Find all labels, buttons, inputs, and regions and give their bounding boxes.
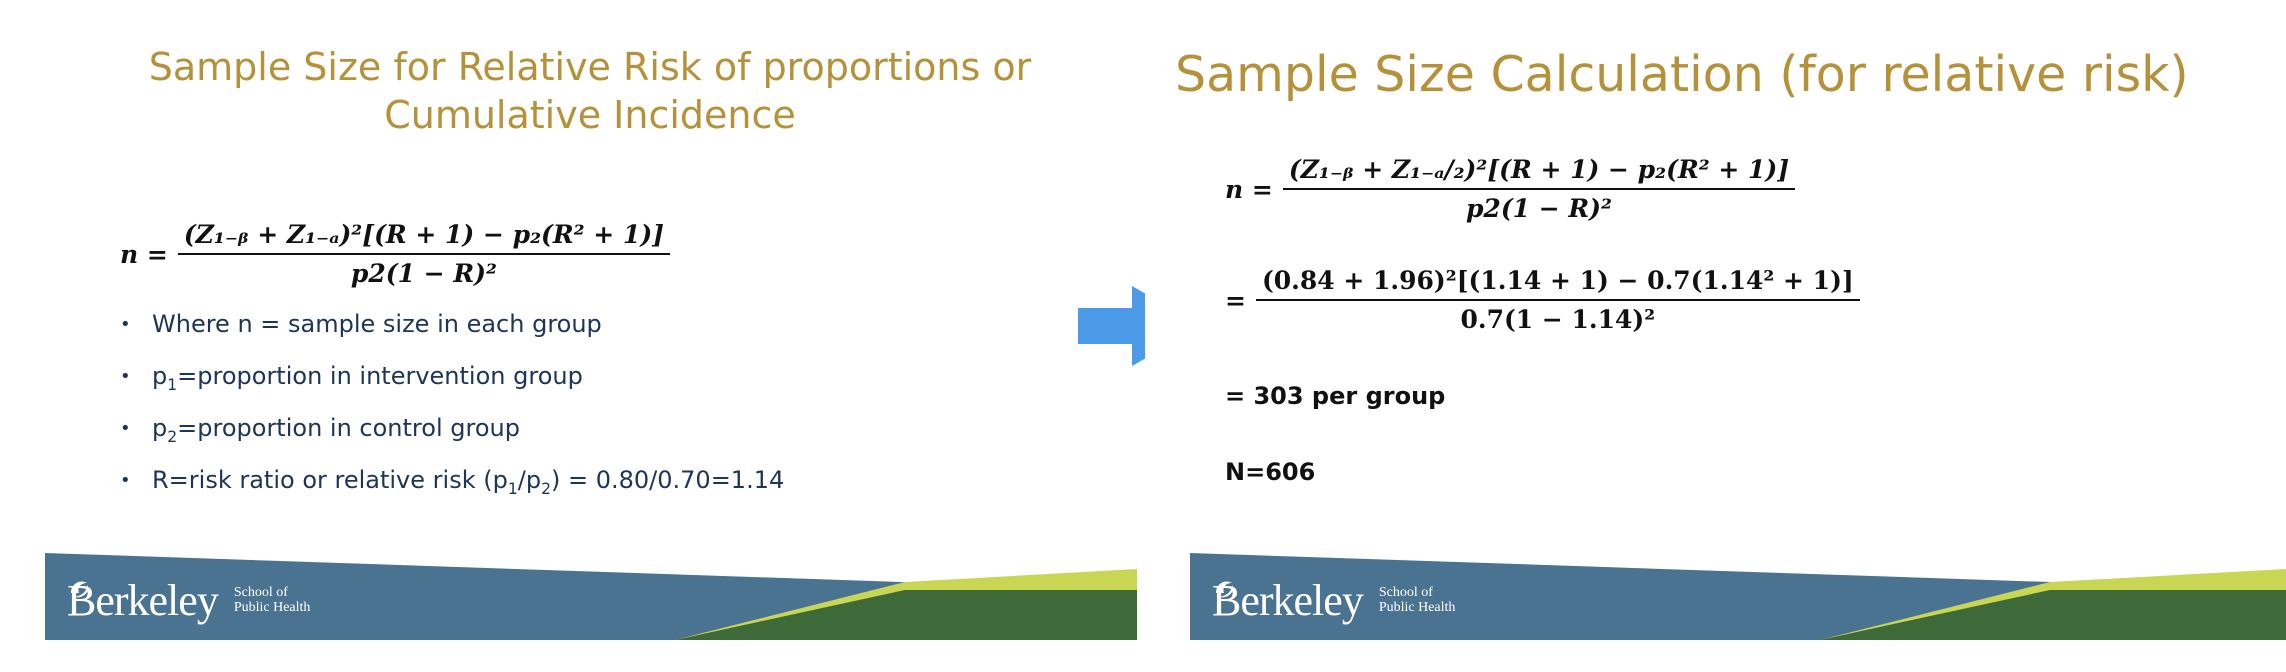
formula-numerator: (0.84 + 1.96)²[(1.14 + 1) − 0.7(1.14² + …: [1255, 266, 1860, 301]
bullet-text: Where n = sample size in each group: [152, 310, 602, 338]
school-logo: School of Public Health: [1216, 581, 1456, 615]
school-line1: School of: [1378, 584, 1433, 600]
definition-list: Where n = sample size in each group p1=p…: [120, 310, 784, 518]
school-logo: School of Public Health: [71, 581, 311, 615]
result-per-group: = 303 per group: [1225, 382, 1446, 410]
formula-denominator: p2(1 − R)²: [350, 259, 497, 288]
formula-denominator: p2(1 − R)²: [1465, 194, 1612, 223]
bullet-text: =proportion in control group: [177, 414, 520, 442]
footer-shapes: [45, 553, 1137, 640]
left-sample-size-formula: n = (Z₁₋ᵦ + Z₁₋ₐ)²[(R + 1) − p₂(R² + 1)]…: [120, 220, 670, 288]
bullet-prefix: p: [152, 362, 168, 390]
formula-lhs: =: [1225, 285, 1246, 315]
brand-logo: Berkeley School of Public Health: [67, 575, 310, 626]
school-line2: Public Health: [233, 599, 311, 615]
substituted-formula: = (0.84 + 1.96)²[(1.14 + 1) − 0.7(1.14² …: [1225, 266, 1860, 334]
school-of-public-health-logo: [1216, 581, 1234, 598]
footer-banner: Berkeley School of Public Health: [1190, 553, 2286, 640]
bullet-text: =proportion in intervention group: [177, 362, 583, 390]
bullet-prefix: p: [152, 414, 168, 442]
footer-banner: Berkeley School of Public Health: [45, 553, 1137, 640]
list-item: p1=proportion in intervention group: [120, 362, 784, 414]
result-total: N=606: [1225, 458, 1316, 486]
left-title-line2: Cumulative Incidence: [384, 92, 796, 137]
school-line1: School of: [233, 584, 288, 600]
bullet-subscript: 2: [541, 479, 551, 498]
right-slide: Sample Size Calculation (for relative ri…: [1145, 0, 2286, 672]
bullet-text: ) = 0.80/0.70=1.14: [551, 466, 785, 494]
school-of-public-health-logo: [71, 581, 89, 598]
left-title-line1: Sample Size for Relative Risk of proport…: [148, 45, 1032, 89]
brand-name: Berkeley: [67, 576, 219, 625]
bullet-subscript: 1: [167, 375, 178, 394]
brand-logo: Berkeley School of Public Health: [1212, 575, 1455, 626]
school-line2: Public Health: [1378, 599, 1456, 615]
bullet-subscript: 2: [167, 427, 178, 446]
formula-fraction: (Z₁₋ᵦ + Z₁₋ₐ)²[(R + 1) − p₂(R² + 1)] p2(…: [177, 220, 670, 288]
right-arrow-icon: [1078, 286, 1202, 366]
formula-fraction: (Z₁₋ᵦ + Z₁₋ₐ/₂)²[(R + 1) − p₂(R² + 1)] p…: [1282, 155, 1796, 223]
list-item: R=risk ratio or relative risk (p1/p2) = …: [120, 466, 784, 518]
formula-numerator: (Z₁₋ᵦ + Z₁₋ₐ/₂)²[(R + 1) − p₂(R² + 1)]: [1282, 155, 1796, 190]
formula-numerator: (Z₁₋ᵦ + Z₁₋ₐ)²[(R + 1) − p₂(R² + 1)]: [177, 220, 670, 255]
footer-shapes: [1190, 553, 2286, 640]
bullet-subscript: 1: [507, 479, 518, 498]
bullet-text: R=risk ratio or relative risk (p: [152, 466, 508, 494]
formula-lhs: n =: [1225, 174, 1273, 204]
brand-name: Berkeley: [1212, 576, 1364, 625]
left-slide-title: Sample Size for Relative Risk of proport…: [60, 44, 1120, 139]
right-sample-size-formula: n = (Z₁₋ᵦ + Z₁₋ₐ/₂)²[(R + 1) − p₂(R² + 1…: [1225, 155, 1796, 223]
formula-denominator: 0.7(1 − 1.14)²: [1460, 305, 1656, 334]
bullet-text: /p: [517, 466, 542, 494]
left-slide: Sample Size for Relative Risk of proport…: [0, 0, 1140, 672]
list-item: p2=proportion in control group: [120, 414, 784, 466]
right-slide-title: Sample Size Calculation (for relative ri…: [1175, 46, 2189, 103]
list-item: Where n = sample size in each group: [120, 310, 784, 362]
formula-fraction: (0.84 + 1.96)²[(1.14 + 1) − 0.7(1.14² + …: [1255, 266, 1860, 334]
formula-lhs: n =: [120, 239, 168, 269]
